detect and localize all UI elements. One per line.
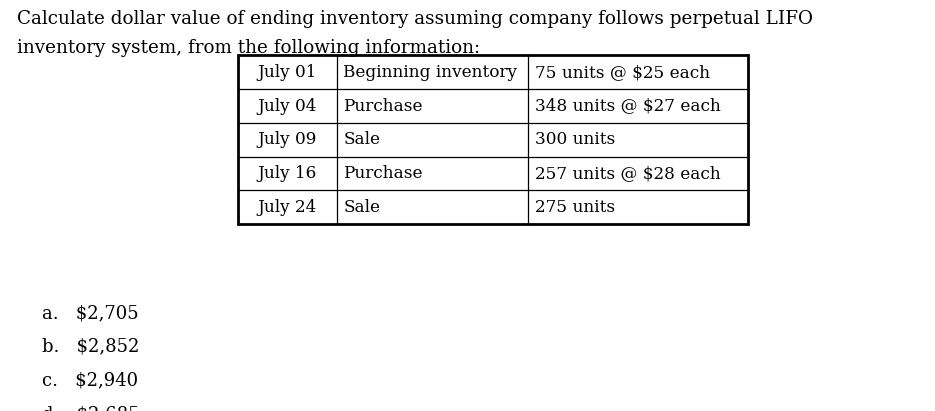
Text: inventory system, from the following information:: inventory system, from the following inf… [17, 39, 480, 57]
Text: July 04: July 04 [258, 97, 317, 115]
FancyBboxPatch shape [238, 55, 748, 224]
Text: Sale: Sale [343, 199, 381, 216]
Text: July 16: July 16 [258, 165, 317, 182]
Text: July 09: July 09 [258, 131, 317, 148]
Text: Purchase: Purchase [343, 165, 423, 182]
Text: 275 units: 275 units [535, 199, 615, 216]
Text: b.   $2,852: b. $2,852 [42, 338, 139, 356]
Text: c.   $2,940: c. $2,940 [42, 372, 138, 390]
Text: Beginning inventory: Beginning inventory [343, 64, 517, 81]
Text: 348 units @ $27 each: 348 units @ $27 each [535, 97, 721, 115]
Text: d.   $2,685: d. $2,685 [42, 405, 139, 411]
Text: 257 units @ $28 each: 257 units @ $28 each [535, 165, 721, 182]
Text: 75 units @ $25 each: 75 units @ $25 each [535, 64, 710, 81]
Text: Sale: Sale [343, 131, 381, 148]
Text: a.   $2,705: a. $2,705 [42, 304, 138, 322]
Text: 300 units: 300 units [535, 131, 615, 148]
Text: Purchase: Purchase [343, 97, 423, 115]
Text: July 24: July 24 [258, 199, 317, 216]
Text: July 01: July 01 [258, 64, 317, 81]
Text: Calculate dollar value of ending inventory assuming company follows perpetual LI: Calculate dollar value of ending invento… [17, 10, 813, 28]
